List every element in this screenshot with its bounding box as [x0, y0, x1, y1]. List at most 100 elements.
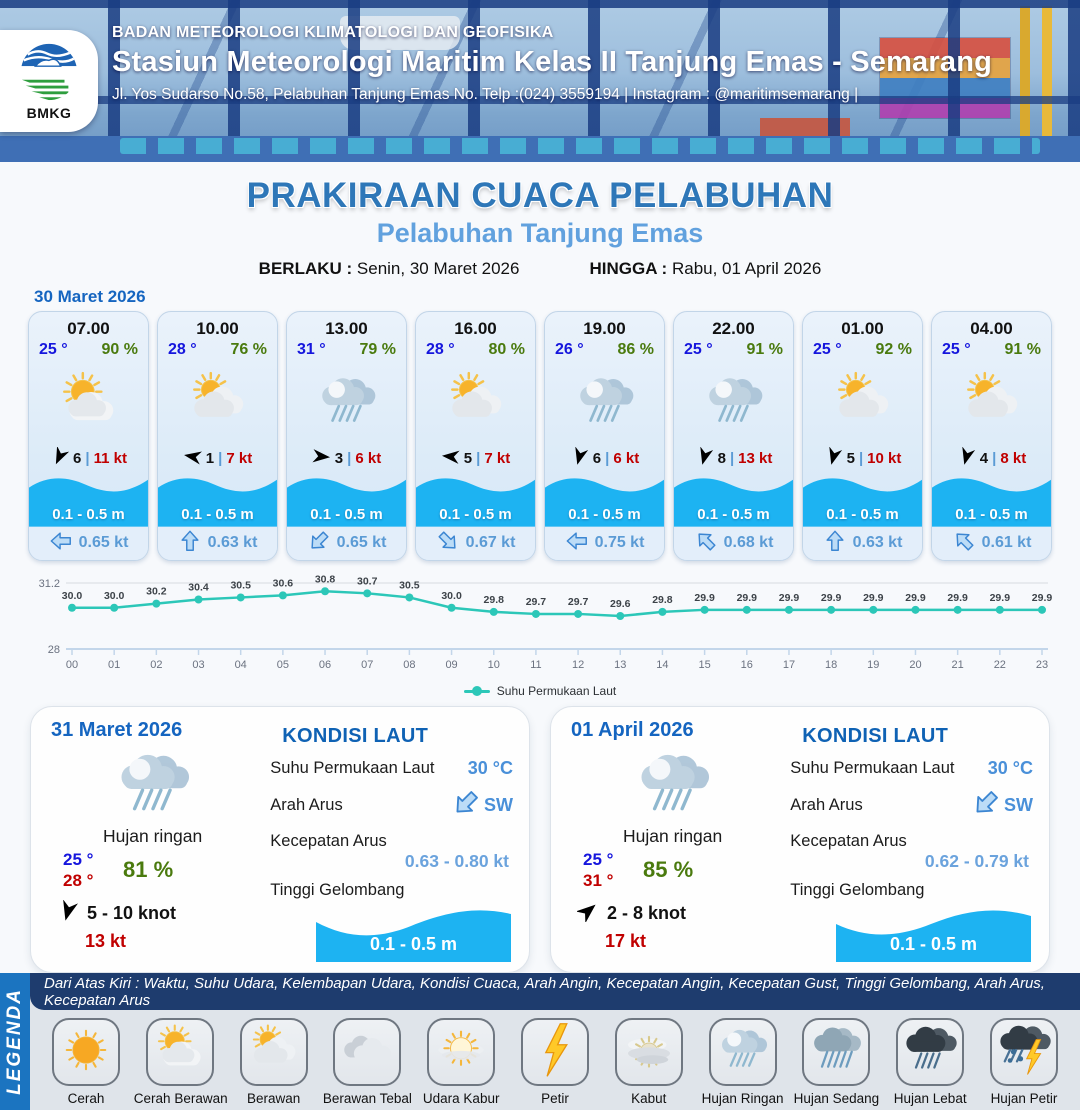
panel-temp-max: 31 °	[583, 871, 614, 891]
agency-name: BADAN METEOROLOGI KLIMATOLOGI DAN GEOFIS…	[112, 24, 554, 41]
card-temp-humidity-row: 28 ° 80 %	[416, 339, 535, 359]
wave-band: 0.1 - 0.5 m	[158, 472, 277, 527]
wind-direction-icon	[312, 447, 331, 470]
svg-text:29.6: 29.6	[610, 598, 631, 610]
svg-text:30.0: 30.0	[104, 590, 125, 602]
wind-speed: 3	[334, 450, 344, 468]
card-temp: 26 °	[555, 341, 584, 358]
svg-text:04: 04	[235, 659, 247, 671]
card-time: 07.00	[67, 319, 110, 338]
wave-band: 0.1 - 0.5 m	[674, 472, 793, 527]
current-dir-value: SW	[484, 795, 513, 815]
hujan-sedang-icon	[808, 1022, 864, 1083]
panel-weather-column: 01 April 2026 Hujan ringan 25 ° 31 ° 85 …	[571, 719, 774, 962]
wind-direction-icon	[441, 447, 460, 470]
cerah-berawan-icon	[152, 1022, 208, 1083]
legend-item-label: Hujan Lebat	[893, 1091, 967, 1106]
card-temp-humidity-row: 25 ° 92 %	[803, 339, 922, 359]
wind-speed: 8	[717, 450, 726, 468]
wind-gust: 13 kt	[738, 450, 773, 468]
berlaku-label: BERLAKU :	[258, 259, 353, 278]
sea-conditions: KONDISI LAUT Suhu Permukaan Laut 30 °C A…	[262, 719, 513, 962]
legend-icon-box	[708, 1018, 777, 1086]
wave-value-box: 0.1 - 0.5 m	[316, 902, 511, 962]
legend-side-label: LEGENDA	[4, 988, 25, 1095]
current-speed: 0.63 kt	[207, 534, 258, 552]
card-temp: 25 °	[684, 341, 713, 358]
wind-direction-icon	[824, 446, 843, 470]
wind-row: 8 | 13 kt	[674, 445, 793, 472]
svg-text:30.7: 30.7	[357, 575, 378, 587]
svg-text:01: 01	[108, 659, 120, 671]
svg-text:11: 11	[530, 659, 541, 671]
sea-conditions: KONDISI LAUT Suhu Permukaan Laut 30 °C A…	[782, 719, 1033, 962]
current-dir-value: SW	[1004, 795, 1033, 815]
header-banner: BMKG BADAN METEOROLOGI KLIMATOLOGI DAN G…	[0, 0, 1080, 162]
legend-icon-box	[239, 1018, 308, 1086]
legend-icon-box	[989, 1018, 1058, 1086]
legend-icon-box	[52, 1018, 120, 1086]
weather-icon	[29, 359, 148, 445]
svg-text:03: 03	[192, 659, 204, 671]
chart-legend-label: Suhu Permukaan Laut	[496, 684, 617, 698]
sst-value: 30 °C	[987, 758, 1033, 778]
wind-speed: 5	[846, 450, 855, 468]
panel-wind-row: 2 - 8 knot	[571, 900, 774, 927]
svg-text:31.2: 31.2	[39, 578, 60, 590]
panel-wind-row: 5 - 10 knot	[51, 898, 254, 927]
weather-icon	[803, 359, 922, 445]
legend-item: Hujan Sedang	[790, 1018, 882, 1106]
weather-icon	[287, 359, 406, 445]
day-panel-31-maret: 31 Maret 2026 Hujan ringan 25 ° 28 ° 81 …	[30, 706, 530, 973]
weather-icon	[416, 359, 535, 445]
svg-text:29.8: 29.8	[484, 594, 505, 606]
svg-text:18: 18	[825, 659, 837, 671]
legend-item: Cerah	[40, 1018, 132, 1106]
current-speed: 0.65 kt	[336, 534, 387, 552]
svg-text:29.8: 29.8	[652, 594, 673, 606]
legend-icon-box	[802, 1018, 871, 1086]
sst-value: 30 °C	[467, 758, 513, 778]
legend-icon-box	[333, 1018, 402, 1086]
wave-shape-icon	[287, 478, 406, 527]
legend-item-label: Udara Kabur	[422, 1091, 500, 1106]
wind-direction-icon	[50, 445, 70, 470]
wave-height: 0.1 - 0.5 m	[955, 505, 1028, 523]
svg-text:30.8: 30.8	[315, 573, 336, 585]
wave-shape-icon	[29, 478, 148, 527]
current-row: 0.75 kt	[545, 526, 664, 560]
wind-divider: |	[992, 450, 997, 468]
wave-shape-icon	[416, 478, 535, 527]
panel-humidity: 85 %	[643, 857, 694, 883]
wave-height: 0.1 - 0.5 m	[310, 505, 383, 523]
weather-icon	[545, 359, 664, 445]
berawan-icon	[246, 1022, 302, 1083]
card-humidity: 79 %	[359, 341, 396, 358]
wind-direction-icon	[695, 446, 714, 470]
panel-gust: 17 kt	[605, 930, 647, 951]
wind-gust: 11 kt	[93, 450, 127, 468]
current-direction-icon	[694, 529, 718, 558]
wave-label: Tinggi Gelombang	[790, 881, 925, 899]
legend-item: Petir	[509, 1018, 601, 1106]
wind-row: 1 | 7 kt	[158, 445, 277, 472]
svg-text:29.7: 29.7	[568, 596, 589, 608]
kabut-icon	[621, 1022, 677, 1083]
wind-divider: |	[85, 450, 90, 468]
legend-item: Udara Kabur	[415, 1018, 507, 1106]
card-temp: 28 °	[426, 341, 455, 358]
card-humidity: 76 %	[230, 341, 267, 358]
chart-legend-marker-icon	[463, 686, 490, 696]
legend-items-row: Cerah Cerah Berawan Berawan	[30, 1010, 1080, 1110]
wave-height: 0.1 - 0.5 m	[697, 505, 770, 523]
day-panel-01-april: 01 April 2026 Hujan ringan 25 ° 31 ° 85 …	[550, 706, 1050, 973]
svg-text:29.9: 29.9	[1032, 592, 1053, 604]
forecast-card: 01.00 25 ° 92 % 5 | 10 kt 0.1 - 0.5 m 0.…	[802, 311, 923, 561]
current-direction-icon	[49, 529, 73, 558]
legend-icon-box	[896, 1018, 965, 1086]
panel-temp-min: 25 °	[583, 850, 614, 869]
svg-text:00: 00	[66, 659, 78, 671]
wind-row: 6 | 11 kt	[29, 445, 148, 472]
wind-row: 3 | 6 kt	[287, 445, 406, 472]
legend-icon-box	[614, 1018, 683, 1086]
